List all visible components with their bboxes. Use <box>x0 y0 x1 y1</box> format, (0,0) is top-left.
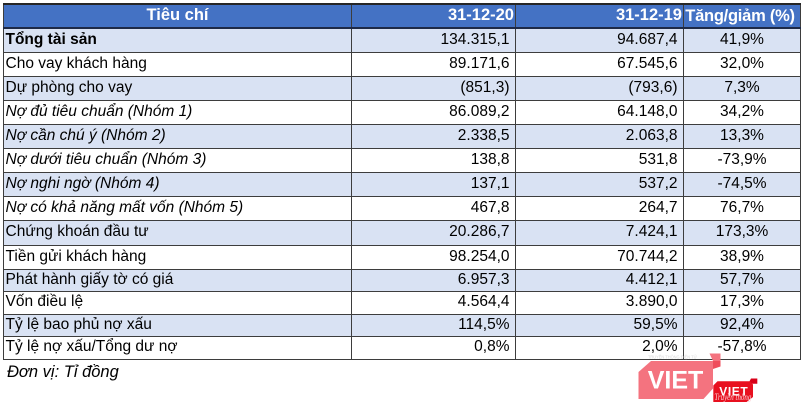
svg-text:Truyền thông: Truyền thông <box>714 392 751 403</box>
svg-text:TRUYỀN THÔNG ĐIỆN TỬ: TRUYỀN THÔNG ĐIỆN TỬ <box>648 353 697 360</box>
svg-text:VIET: VIET <box>648 367 704 395</box>
svg-text:VIET: VIET <box>719 384 748 398</box>
